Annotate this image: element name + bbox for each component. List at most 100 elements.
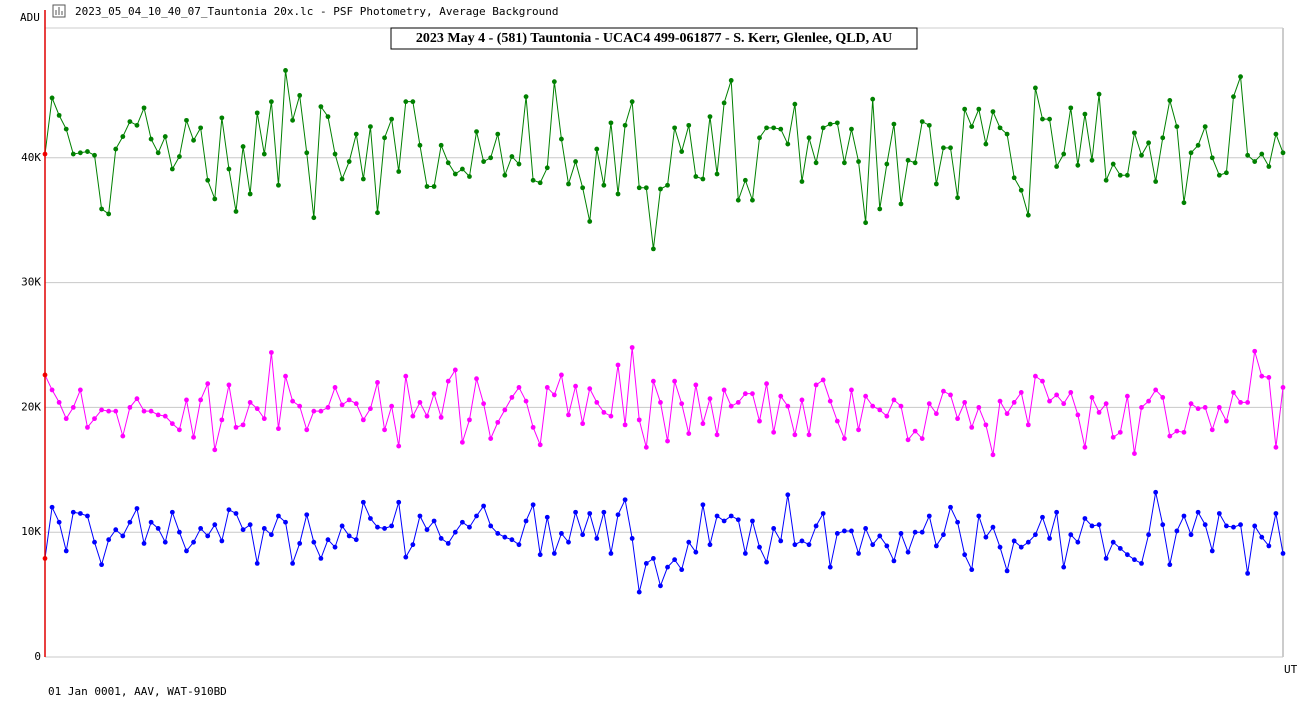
data-point: [771, 526, 777, 531]
data-point: [1117, 546, 1123, 551]
data-point: [1167, 562, 1173, 568]
data-point: [636, 417, 642, 423]
data-point: [495, 131, 501, 137]
data-point: [70, 405, 76, 410]
data-point: [1047, 116, 1052, 122]
data-point: [721, 518, 727, 524]
data-point: [1167, 97, 1173, 103]
data-point: [92, 416, 97, 422]
data-point: [1110, 434, 1116, 440]
data-point: [601, 409, 607, 415]
data-point: [127, 519, 133, 525]
data-point: [665, 182, 670, 188]
data-point: [615, 191, 621, 197]
data-point: [177, 154, 182, 159]
data-point: [969, 567, 975, 573]
data-point: [1188, 532, 1194, 538]
data-point: [474, 376, 479, 382]
data-point: [1209, 548, 1215, 554]
data-point: [198, 125, 204, 131]
data-point: [56, 112, 62, 118]
data-point: [233, 209, 239, 214]
data-point: [898, 201, 904, 207]
data-point: [396, 443, 402, 449]
data-point: [1004, 131, 1010, 137]
data-point: [1075, 162, 1081, 168]
data-point: [785, 492, 791, 498]
data-point: [559, 531, 564, 536]
data-point: [870, 403, 876, 409]
data-point: [261, 151, 267, 157]
data-point: [1068, 532, 1074, 538]
data-point: [85, 513, 90, 519]
data-point: [926, 401, 932, 407]
data-point: [70, 509, 76, 515]
data-point: [77, 387, 83, 393]
data-point: [686, 122, 692, 128]
data-point: [658, 186, 663, 192]
data-point: [693, 382, 699, 388]
data-point: [750, 518, 755, 524]
data-point: [679, 401, 685, 407]
data-point: [1132, 130, 1137, 136]
data-point: [382, 526, 387, 531]
data-point: [368, 406, 373, 412]
data-point: [856, 551, 861, 556]
data-point: [368, 124, 373, 129]
data-point: [226, 507, 232, 513]
data-point: [290, 561, 295, 566]
data-point: [537, 180, 543, 186]
data-point: [325, 537, 331, 543]
data-point: [1266, 164, 1272, 169]
data-point: [884, 543, 890, 549]
data-point: [141, 408, 147, 414]
data-point: [212, 522, 218, 528]
data-point: [650, 556, 656, 561]
data-point: [622, 497, 628, 503]
data-point: [919, 119, 925, 125]
data-point: [268, 99, 274, 105]
data-point: [622, 122, 628, 128]
data-point: [452, 529, 458, 535]
data-point: [827, 398, 833, 404]
data-point: [1139, 152, 1144, 158]
data-point: [827, 121, 833, 127]
data-point: [113, 527, 119, 533]
data-point: [962, 106, 968, 112]
data-point: [1167, 433, 1173, 439]
data-point: [1103, 177, 1109, 183]
data-point: [467, 174, 472, 179]
data-point: [389, 116, 395, 122]
data-point: [1061, 564, 1067, 570]
data-point: [594, 146, 600, 152]
data-point: [1061, 151, 1067, 157]
data-point: [551, 392, 557, 398]
data-point: [247, 191, 253, 197]
data-point: [99, 407, 104, 413]
window-title: 2023_05_04_10_40_07_Tauntonia 20x.lc - P…: [75, 5, 558, 18]
data-point: [629, 99, 635, 105]
data-point: [537, 552, 543, 558]
data-point: [445, 541, 451, 546]
data-point: [389, 403, 395, 409]
data-point: [658, 583, 663, 589]
data-point: [127, 119, 133, 125]
data-point: [205, 533, 211, 539]
data-point: [990, 109, 996, 115]
data-point: [396, 499, 402, 505]
data-point: [1033, 532, 1038, 538]
data-point: [884, 413, 890, 419]
data-point: [184, 397, 189, 403]
y-axis-label: ADU: [20, 11, 40, 24]
data-point: [1224, 523, 1229, 529]
data-point: [580, 185, 586, 191]
data-point: [721, 387, 727, 393]
data-point: [191, 137, 196, 143]
data-point: [750, 197, 755, 203]
data-point: [509, 537, 515, 543]
data-point: [247, 400, 253, 405]
data-point: [608, 413, 614, 419]
data-point: [728, 403, 734, 409]
data-point: [92, 152, 97, 158]
data-point: [1259, 534, 1265, 540]
